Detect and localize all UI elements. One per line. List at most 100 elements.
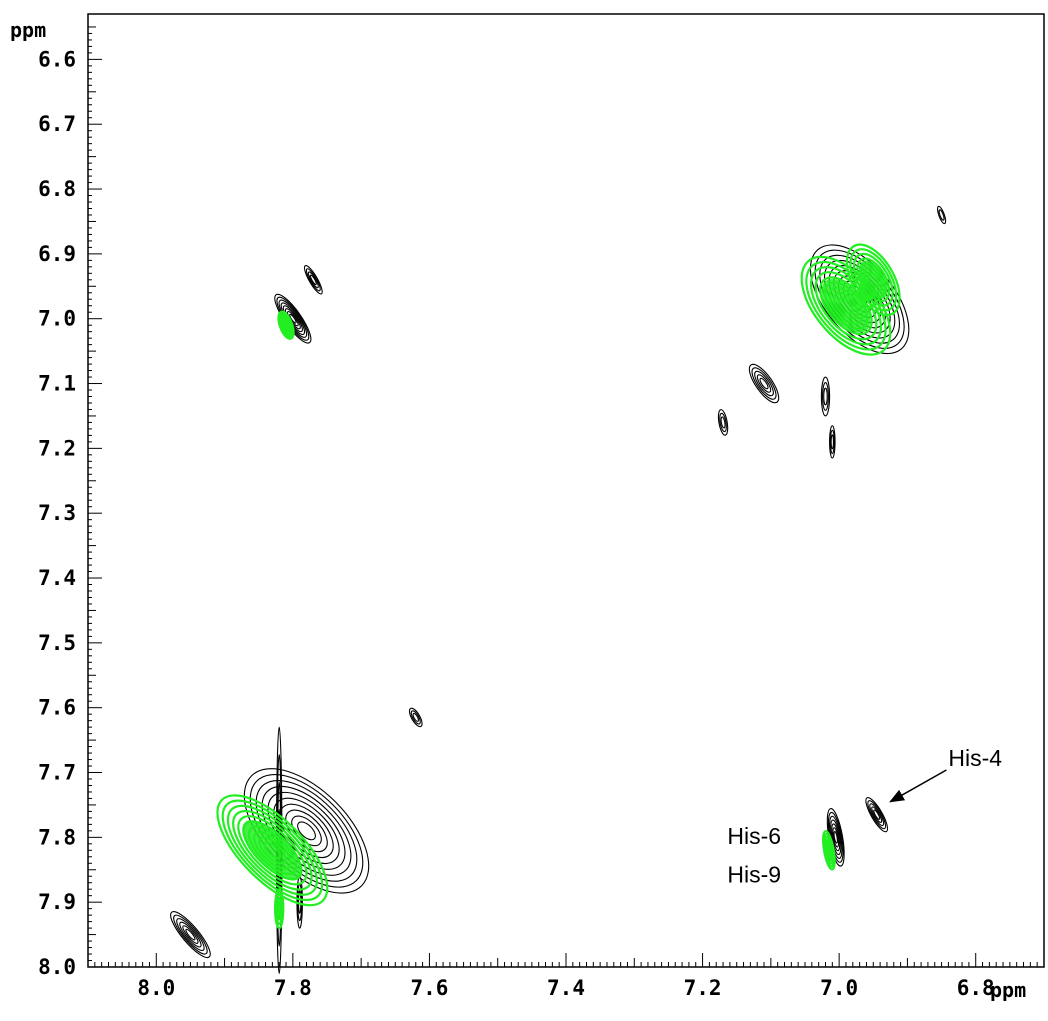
contour-peak: [829, 425, 836, 459]
contour-peak: [216, 794, 329, 907]
contour-line: [216, 794, 329, 907]
x-tick-label: 7.2: [684, 976, 722, 1000]
contour-line: [717, 409, 729, 436]
contour-line: [831, 823, 841, 852]
contour-fill: [242, 820, 303, 881]
contour-line: [832, 827, 840, 848]
y-axis: 6.6 6.7 6.8 6.9 7.0 7.1 7.2 7.3 7.4 7.5 7.6 7.7 7.8 7…: [38, 26, 102, 979]
contour-line: [307, 271, 319, 289]
contour-peak: [822, 830, 836, 871]
contour-line: [297, 821, 316, 841]
contour-line: [185, 928, 196, 941]
contour-line: [871, 806, 883, 823]
contour-line: [756, 374, 772, 393]
contour-line: [867, 800, 887, 830]
contour-line: [819, 276, 873, 336]
annotation-label: His-9: [727, 862, 781, 888]
contour-peak: [936, 205, 947, 225]
contour-line: [873, 809, 881, 820]
y-axis-unit-label: ppm: [10, 18, 46, 42]
contour-peak: [170, 911, 211, 959]
annotation-label: His-4: [948, 745, 1002, 771]
y-tick-label: 8.0: [38, 955, 76, 979]
y-tick-label: 7.9: [38, 890, 76, 914]
y-tick-label: 7.3: [38, 501, 76, 525]
contour-line: [237, 815, 308, 886]
x-tick-label: 7.6: [410, 976, 448, 1000]
contour-line: [410, 710, 421, 725]
x-tick-label: 7.4: [547, 976, 585, 1000]
contour-line: [303, 265, 323, 295]
contour-line: [852, 252, 894, 307]
contour-line: [829, 429, 835, 455]
contour-line: [408, 707, 423, 728]
x-axis-unit-label: ppm: [990, 978, 1026, 1002]
contour-line: [829, 425, 836, 459]
annotations-layer: His-4 His-6 His-9: [727, 745, 1002, 888]
y-tick-label: 6.6: [38, 47, 76, 71]
x-axis: 8.0 7.8 7.6 7.4 7.2 7.0 6.8: [87, 953, 1045, 1000]
contour-line: [865, 797, 889, 833]
contour-fill: [825, 839, 833, 861]
contour-line: [751, 367, 777, 400]
contour-line: [412, 712, 420, 722]
annotation-arrow: [889, 769, 947, 803]
contour-line: [289, 313, 297, 324]
y-tick-label: 7.2: [38, 436, 76, 460]
x-tick-label: 7.8: [274, 976, 312, 1000]
y-tick-label: 7.6: [38, 696, 76, 720]
contour-line: [830, 434, 835, 450]
contour-line: [170, 911, 211, 959]
contour-peak: [820, 376, 831, 417]
contour-line: [833, 831, 838, 844]
y-tick-label: 7.5: [38, 631, 76, 655]
contour-fill: [281, 317, 291, 333]
contour-line: [759, 377, 769, 390]
contour-line: [279, 803, 334, 859]
contour-line: [179, 921, 202, 948]
contour-line: [720, 416, 726, 429]
x-tick-label: 6.8: [957, 976, 995, 1000]
contour-line: [869, 803, 885, 827]
contour-layer-b: [216, 243, 901, 930]
contour-line: [820, 376, 831, 417]
contour-line: [938, 209, 945, 221]
contour-line: [173, 914, 208, 955]
contour-fill: [858, 260, 888, 300]
contour-fill: [821, 278, 871, 333]
contour-peak: [274, 888, 285, 930]
contour-line: [297, 890, 302, 914]
y-tick-label: 7.1: [38, 372, 76, 396]
contour-line: [822, 382, 829, 411]
y-tick-label: 7.4: [38, 566, 76, 590]
contour-line: [305, 268, 321, 292]
y-tick-label: 6.8: [38, 177, 76, 201]
contour-line: [232, 809, 313, 891]
contour-line: [849, 248, 898, 312]
contour-peak: [277, 310, 295, 340]
contour-line: [748, 363, 780, 404]
contour-peak: [845, 243, 901, 317]
contour-fill: [276, 897, 282, 920]
contour-line: [719, 412, 727, 433]
y-tick-label: 7.8: [38, 825, 76, 849]
x-tick-label: 8.0: [137, 976, 175, 1000]
contour-line: [845, 243, 901, 317]
annotation-label: His-6: [727, 823, 781, 849]
contour-peak: [865, 797, 889, 833]
y-tick-label: 7.0: [38, 307, 76, 331]
x-tick-label: 7.0: [820, 976, 858, 1000]
contour-peak: [303, 265, 323, 295]
contour-line: [226, 804, 318, 896]
y-tick-label: 7.7: [38, 761, 76, 785]
contour-line: [182, 925, 199, 944]
contour-peak: [748, 363, 780, 404]
contour-peak: [408, 707, 423, 728]
contour-line: [176, 918, 205, 952]
contour-line: [814, 271, 878, 341]
contour-line: [936, 205, 947, 225]
contour-peak: [717, 409, 729, 436]
contour-line: [309, 274, 317, 286]
